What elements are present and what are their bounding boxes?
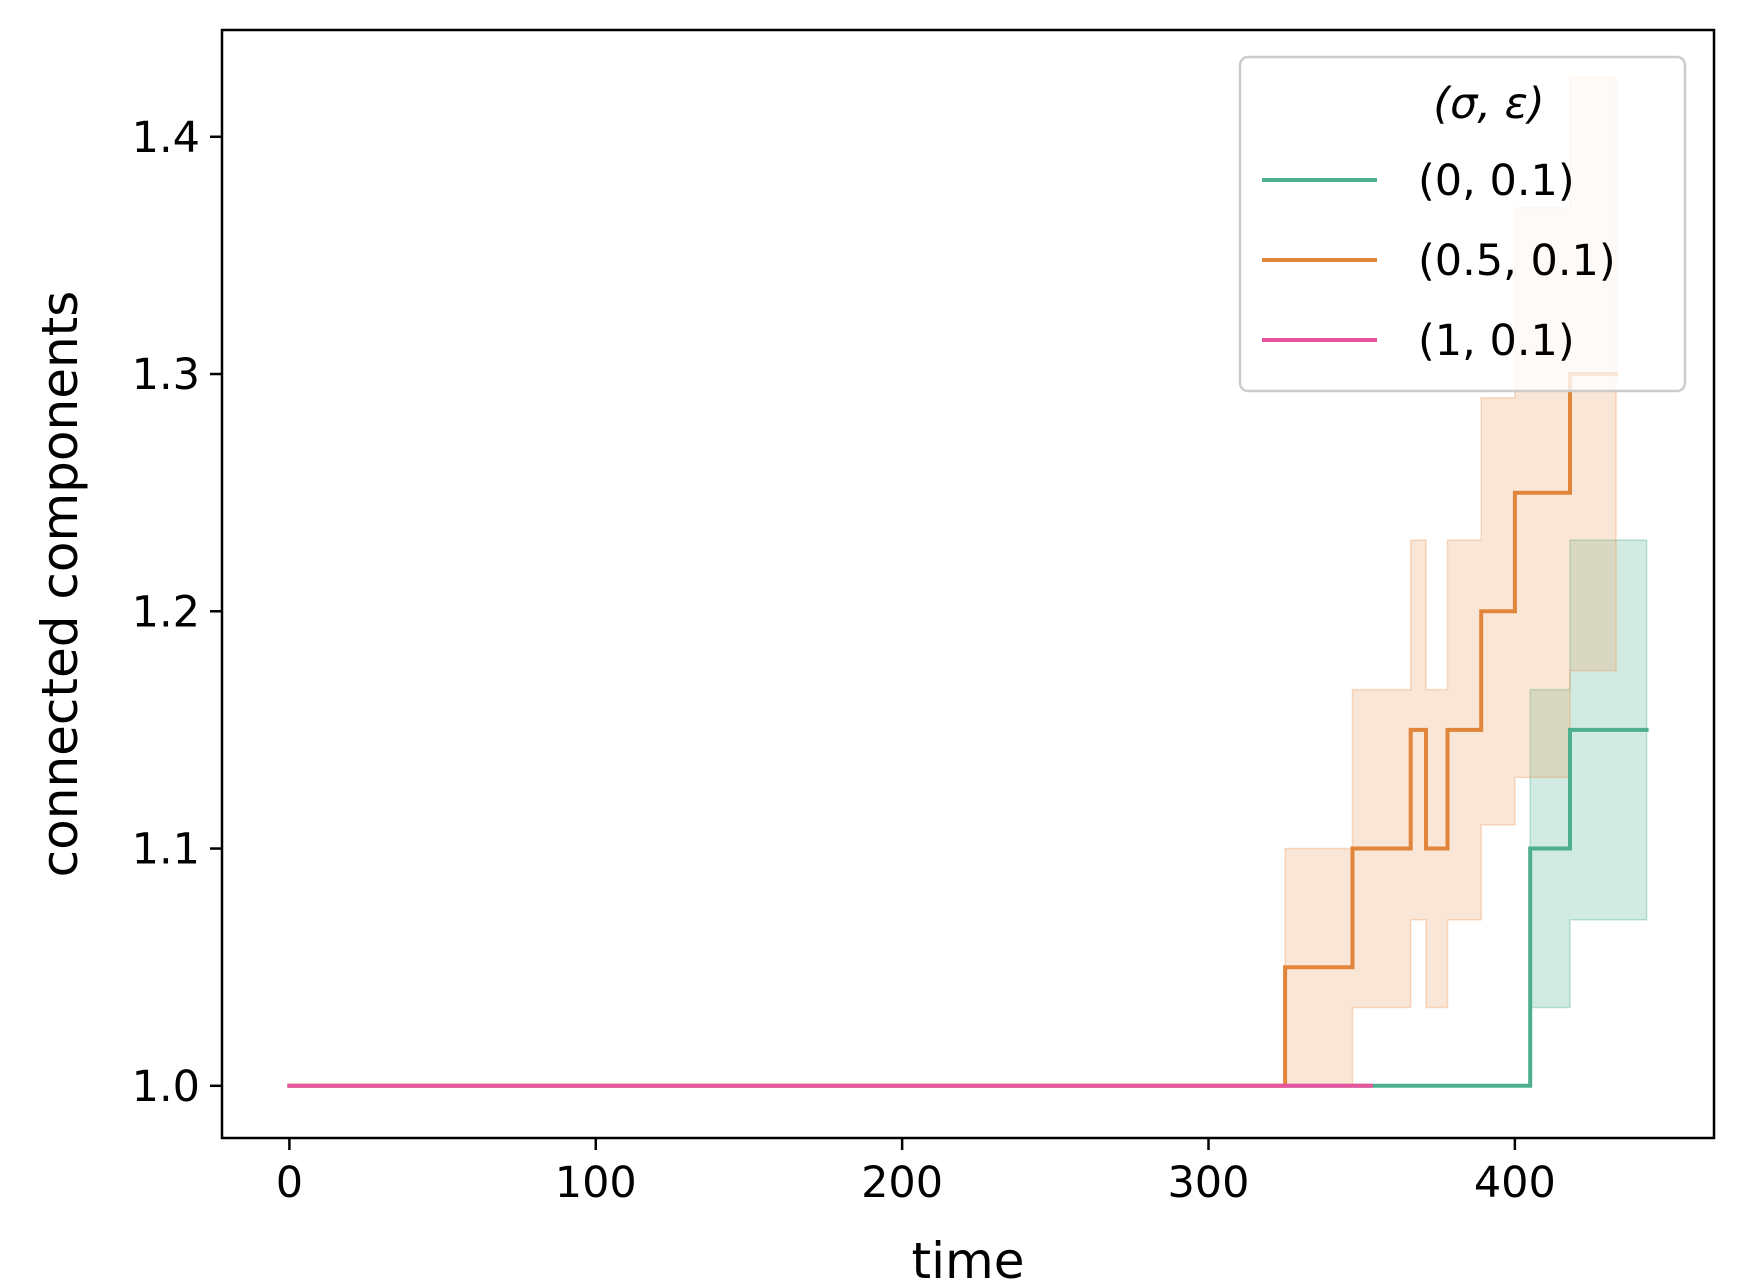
y-tick-label: 1.1 (132, 825, 200, 875)
legend-label: (0, 0.1) (1418, 156, 1575, 206)
legend-title: (σ, ε) (1433, 79, 1544, 129)
y-tick-label: 1.0 (132, 1062, 200, 1112)
legend-label: (0.5, 0.1) (1418, 236, 1616, 286)
y-tick-label: 1.4 (132, 113, 200, 163)
series-lines (287, 372, 1649, 1088)
legend: (σ, ε) (0, 0.1) (0.5, 0.1) (1, 0.1) (1238, 55, 1687, 393)
legend-items: (0, 0.1) (0.5, 0.1) (1, 0.1) (1262, 156, 1616, 366)
line-series-2 (287, 372, 1618, 1088)
x-axis-label: time (912, 1232, 1025, 1285)
y-tick-label: 1.3 (132, 350, 200, 400)
x-tick-label: 200 (861, 1158, 943, 1208)
y-axis-label: connected components (31, 291, 89, 878)
x-tick-label: 300 (1167, 1158, 1249, 1208)
x-tick-label: 100 (555, 1158, 637, 1208)
x-axis-ticks: 0 100 200 300 400 (276, 1138, 1556, 1208)
x-tick-label: 400 (1474, 1158, 1556, 1208)
y-axis-ticks: 1.0 1.1 1.2 1.3 1.4 (132, 113, 222, 1112)
plot-area-frame (220, 28, 1716, 1140)
y-tick-label: 1.2 (132, 587, 200, 637)
legend-label: (1, 0.1) (1418, 316, 1575, 366)
x-tick-label: 0 (276, 1158, 303, 1208)
legend-frame (1238, 55, 1687, 393)
